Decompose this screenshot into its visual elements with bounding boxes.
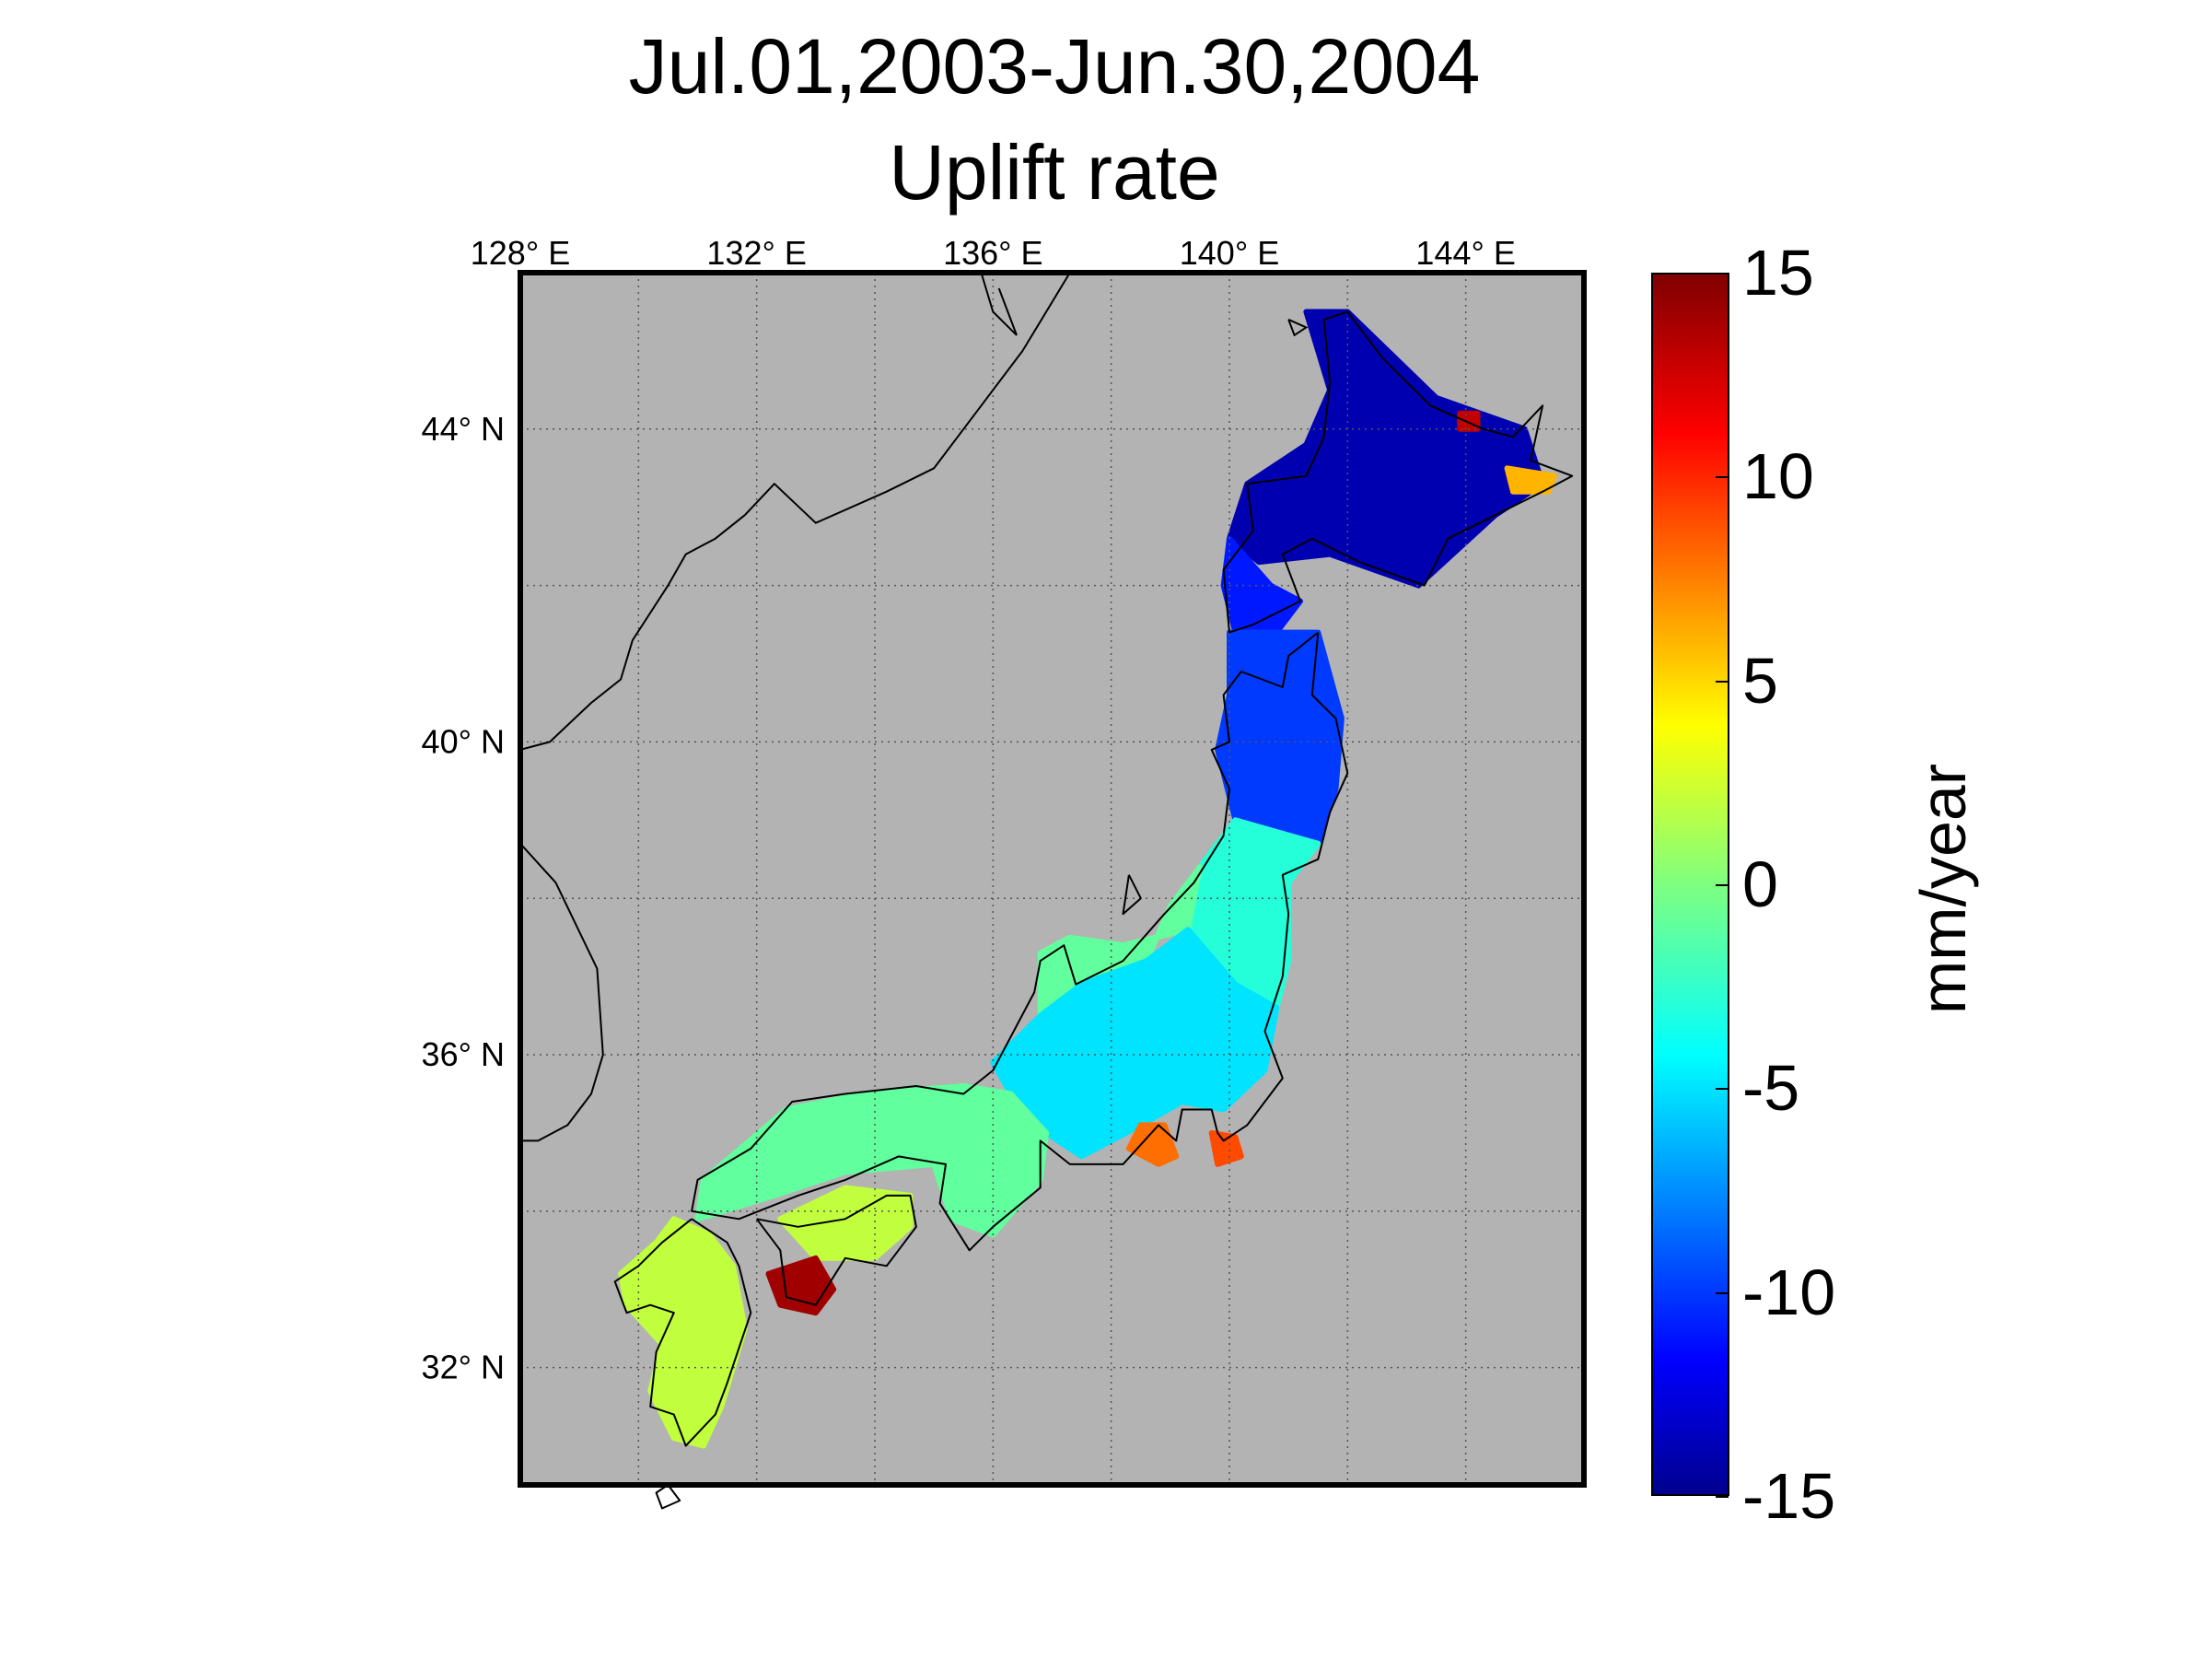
coastline	[691, 631, 1349, 1252]
latitude-label: 44° N	[422, 410, 505, 448]
colorbar-tick-label: 15	[1742, 237, 1814, 309]
coastline	[1222, 310, 1574, 634]
map-axis-labels: 128° E 132° E 136° E 140° E 144° E 44° N 40° N…	[422, 234, 1516, 1386]
uplift-region-izu-shizuoka	[1125, 1122, 1180, 1167]
uplift-region-abashiri	[1457, 410, 1481, 432]
mainland-coastline	[519, 843, 604, 1142]
island-coastline	[980, 272, 1018, 336]
colorbar-tick-mark	[1716, 1291, 1729, 1294]
longitude-label: 136° E	[943, 234, 1042, 272]
longitude-label: 132° E	[706, 234, 806, 272]
coastline	[755, 1194, 917, 1306]
chart-title: Jul.01,2003-Jun.30,2004	[628, 23, 1481, 110]
coastline-layer	[519, 272, 1574, 1510]
colorbar-tick-label: -10	[1742, 1256, 1836, 1328]
colorbar-tick-mark	[1716, 273, 1729, 275]
latitude-label: 36° N	[422, 1035, 505, 1073]
uplift-region-hokuriku	[1037, 864, 1203, 1019]
coastline	[655, 1484, 681, 1510]
colorbar-tick-label: -15	[1742, 1460, 1836, 1532]
uplift-region-hokkaido	[1227, 309, 1546, 589]
uplift-region-boso	[1208, 1129, 1244, 1167]
uplift-region-nemuro	[1504, 465, 1557, 495]
coastline	[613, 1218, 752, 1447]
latitude-label: 40° N	[422, 722, 505, 760]
chart-subtitle: Uplift rate	[889, 129, 1220, 216]
colorbar-tick-mark	[1716, 476, 1729, 479]
coastline	[1122, 874, 1142, 916]
uplift-region-kinki-chugoku	[694, 1083, 1050, 1238]
latitude-label: 32° N	[422, 1349, 505, 1386]
island-coastline	[1287, 318, 1309, 337]
colorbar-tick-mark	[1716, 884, 1729, 886]
longitude-label: 128° E	[471, 234, 570, 272]
colorbar-tick-label: -5	[1742, 1052, 1800, 1125]
colorbar-tick-label: 10	[1742, 440, 1814, 513]
colorbar-unit-label: mm/year	[1907, 763, 1979, 1015]
map-frame	[518, 270, 1587, 1488]
longitude-label: 144° E	[1415, 234, 1515, 272]
colorbar-tick-mark	[1716, 1088, 1729, 1091]
uplift-region-shikoku-south	[765, 1255, 837, 1316]
colorbar-tick-label: 5	[1742, 644, 1778, 717]
colorbar-tick-mark	[1716, 1496, 1729, 1498]
colorbar-tick-label: 0	[1742, 848, 1778, 920]
colorbar-tick-mark	[1716, 680, 1729, 683]
uplift-layer	[618, 309, 1557, 1449]
mainland-coastline	[519, 272, 1071, 751]
longitude-label: 140° E	[1180, 234, 1279, 272]
